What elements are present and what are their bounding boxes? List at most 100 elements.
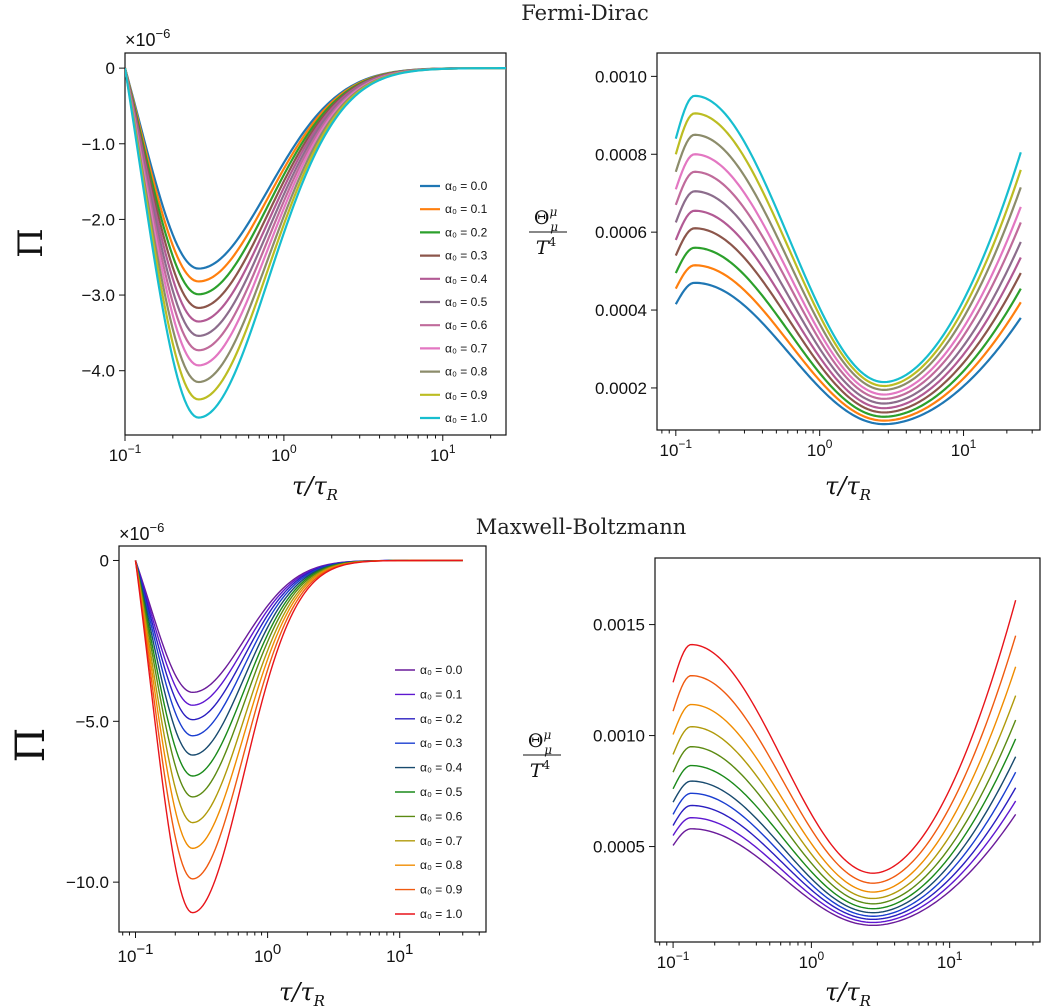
- legend-label: α₀ = 0.0: [445, 179, 488, 193]
- legend-label: α₀ = 0.9: [445, 388, 488, 402]
- y-tick-label: 0.0006: [595, 223, 647, 242]
- y-axis-label: Θμ μT4: [529, 205, 567, 259]
- series-line-5: [672, 738, 1017, 910]
- series-line-3: [672, 771, 1017, 917]
- series-line-10: [125, 67, 506, 419]
- y-tick-label: −1.0: [81, 135, 115, 154]
- x-tick-label: 10−1: [660, 437, 693, 460]
- series-line-8: [672, 666, 1017, 893]
- legend-label: α₀ = 0.1: [445, 202, 488, 216]
- series-line-7: [134, 559, 463, 824]
- panel-fd-theta: 10−1 100 101 0.0002 0.0004 0.0006 0.0008 0.0010…: [529, 52, 1041, 504]
- legend-label: α₀ = 0.2: [445, 225, 488, 239]
- legend-label: α₀ = 0.3: [420, 736, 463, 750]
- series-line-0: [674, 281, 1022, 426]
- legend-label: α₀ = 0.6: [420, 809, 463, 823]
- x-tick-label: 101: [386, 941, 413, 966]
- legend-label: α₀ = 0.2: [420, 712, 463, 726]
- series-line-6: [672, 719, 1017, 905]
- svg-text:T4: T4: [530, 758, 551, 782]
- panel-mb-pi: 10−1 100 101 0 −5.0 −10.0 α₀ = 0.0 α₀ = 0.1 α₀ =…: [8, 520, 487, 1008]
- series-line-8: [134, 559, 463, 850]
- series-line-7: [672, 695, 1017, 900]
- x-tick-label: 100: [254, 941, 281, 966]
- x-tick-label: 101: [430, 442, 456, 465]
- legend-label: α₀ = 0.7: [420, 834, 463, 848]
- series-line-5: [674, 190, 1022, 405]
- series-line-1: [672, 800, 1017, 924]
- x-tick-label: 10−1: [117, 941, 153, 966]
- series-line-10: [134, 559, 463, 914]
- y-tick-label: 0.0008: [595, 145, 647, 164]
- series-line-7: [674, 153, 1022, 396]
- svg-text:T4: T4: [536, 235, 557, 259]
- series-line-2: [672, 787, 1017, 921]
- series-line-9: [672, 635, 1017, 884]
- series-line-4: [134, 559, 463, 756]
- x-tick-label: 101: [937, 949, 963, 972]
- series-line-3: [674, 227, 1022, 414]
- legend-label: α₀ = 0.8: [445, 365, 488, 379]
- x-axis-label: τ/τR: [292, 472, 338, 504]
- x-tick-label: 10−1: [109, 442, 142, 465]
- series-line-9: [134, 559, 463, 880]
- x-tick-label: 10−1: [657, 949, 690, 972]
- plot-frame: [654, 557, 1041, 943]
- y-tick-label: −3.0: [81, 286, 115, 305]
- heading-maxwell-boltzmann: Maxwell-Boltzmann: [476, 515, 687, 539]
- y-axis-label: Π: [8, 728, 54, 763]
- series-line-4: [674, 209, 1022, 410]
- svg-text:Θμμ: Θμ μ: [528, 728, 552, 757]
- y-tick-label: 0: [100, 551, 109, 570]
- legend-label: α₀ = 0.5: [445, 295, 488, 309]
- series-line-9: [674, 112, 1022, 388]
- y-tick-label: −2.0: [81, 210, 115, 229]
- legend-label: α₀ = 1.0: [445, 411, 488, 425]
- legend-label: α₀ = 0.3: [445, 249, 488, 263]
- legend-label: α₀ = 0.6: [445, 318, 488, 332]
- x-tick-label: 101: [951, 437, 977, 460]
- panel-fd-pi: 10−1 100 101 0 −1.0 −2.0 −3.0 −4.0 α₀ = 0.0 α₀ = …: [11, 26, 507, 504]
- y-axis-label: Θμ μT4: [523, 728, 561, 782]
- legend-label: α₀ = 0.9: [420, 883, 463, 897]
- series-line-4: [672, 756, 1017, 914]
- legend-label: α₀ = 0.1: [420, 687, 463, 701]
- y-axis-label: Π: [11, 228, 51, 258]
- legend-label: α₀ = 0.5: [420, 785, 463, 799]
- x-axis-label: τ/τR: [825, 978, 871, 1008]
- svg-text:Θμμ: Θμ μ: [534, 205, 558, 234]
- x-tick-label: 100: [807, 437, 833, 460]
- legend-label: α₀ = 0.7: [445, 341, 488, 355]
- y-tick-label: 0: [106, 59, 115, 78]
- y-tick-label: 0.0010: [595, 67, 647, 86]
- legend-label: α₀ = 0.4: [420, 761, 463, 775]
- series-line-6: [134, 559, 463, 798]
- y-tick-label: −10.0: [66, 873, 109, 892]
- series-line-2: [674, 246, 1022, 418]
- x-axis-label: τ/τR: [279, 978, 325, 1008]
- x-axis-label: τ/τR: [825, 472, 871, 504]
- series-line-2: [134, 559, 463, 721]
- x-tick-label: 100: [799, 949, 825, 972]
- y-tick-label: 0.0005: [593, 838, 645, 857]
- series-line-10: [674, 94, 1022, 384]
- legend-label: α₀ = 0.0: [420, 663, 463, 677]
- plot-frame: [656, 52, 1041, 431]
- y-tick-label: 0.0015: [593, 616, 645, 635]
- y-multiplier: ×10−6: [125, 26, 170, 50]
- x-tick-label: 100: [271, 442, 297, 465]
- plot-frame: [118, 545, 487, 933]
- series-line-1: [674, 264, 1022, 422]
- series-line-0: [672, 813, 1017, 927]
- panel-mb-theta: 10−1 100 101 0.0005 0.0010 0.0015 Θμ μT4 τ/τR: [523, 557, 1041, 1008]
- series-line-10: [672, 599, 1017, 874]
- series-line-3: [134, 559, 463, 737]
- y-multiplier: ×10−6: [119, 520, 164, 544]
- y-tick-label: 0.0004: [595, 301, 647, 320]
- legend-label: α₀ = 1.0: [420, 907, 463, 921]
- y-tick-label: −4.0: [81, 362, 115, 381]
- y-tick-label: 0.0002: [595, 379, 647, 398]
- series-line-8: [674, 133, 1022, 391]
- y-tick-label: 0.0010: [593, 727, 645, 746]
